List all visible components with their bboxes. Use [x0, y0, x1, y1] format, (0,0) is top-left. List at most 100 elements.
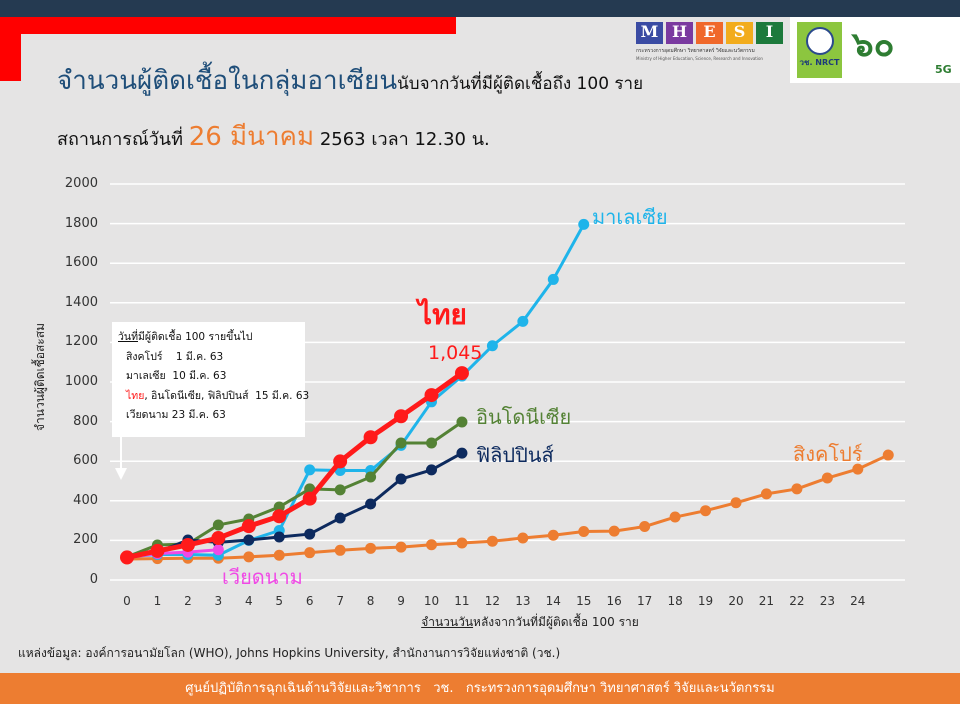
data-point [334, 544, 346, 556]
legend-thai-rest: , อินโดนีเซีย, ฟิลิปปินส์ 15 มี.ค. 63 [144, 389, 310, 402]
data-point [821, 472, 833, 484]
arrow-head-icon [115, 468, 127, 480]
label-indonesia: อินโดนีเซีย [476, 405, 572, 429]
red-accent-corner [0, 17, 21, 81]
data-point [791, 483, 803, 495]
source-note: แหล่งข้อมูล: องค์การอนามัยโลก (WHO), Joh… [18, 646, 561, 660]
legend-box: วันที่มีผู้ติดเชื้อ 100 รายขึ้นไป สิงคโป… [112, 322, 309, 437]
x-tick-label: 2 [184, 594, 192, 608]
title-main: จำนวนผู้ติดเชื้อในกลุ่มอาเซียน [57, 66, 398, 96]
data-point [241, 519, 256, 534]
top-bar [0, 0, 960, 17]
legend-row-vietnam: เวียดนาม 23 มี.ค. 63 [126, 409, 226, 421]
x-tick-label: 23 [819, 594, 835, 608]
x-tick-label: 20 [728, 594, 744, 608]
data-point [486, 535, 498, 547]
x-tick-label: 1 [153, 594, 162, 608]
label-malaysia: มาเลเซีย [592, 205, 668, 229]
series-line [126, 223, 586, 559]
data-point [365, 542, 377, 554]
x-tick-label: 24 [850, 594, 866, 608]
x-axis-title-underlined: จำนวนวัน [421, 615, 474, 629]
data-point [273, 549, 285, 561]
data-point [304, 547, 316, 559]
x-axis-title: จำนวนวันหลังจากวันที่มีผู้ติดเชื้อ 100 ร… [380, 615, 680, 630]
data-point [333, 454, 348, 469]
legend-row-malaysia: มาเลเซีย 10 มี.ค. 63 [126, 370, 227, 382]
status-line: สถานการณ์วันที่ 26 มีนาคม 2563 เวลา 12.3… [57, 122, 490, 153]
y-tick-label: 800 [73, 413, 98, 429]
y-tick-label: 2000 [64, 176, 98, 191]
data-point [639, 521, 651, 533]
x-tick-label: 14 [545, 594, 561, 608]
data-point [426, 464, 437, 476]
data-point [243, 551, 255, 563]
footer-bar: ศูนย์ปฏิบัติการฉุกเฉินด้านวิจัยและวิชากา… [0, 673, 960, 704]
data-point [302, 491, 317, 506]
x-tick-label: 5 [275, 594, 284, 608]
data-point [395, 473, 407, 485]
x-tick-label: 15 [576, 594, 592, 608]
page-title: จำนวนผู้ติดเชื้อในกลุ่มอาเซียนนับจากวันท… [57, 66, 643, 97]
data-point [730, 497, 742, 509]
data-point [547, 529, 559, 541]
data-point [426, 539, 437, 551]
x-tick-label: 13 [515, 594, 531, 608]
x-tick-label: 0 [123, 594, 131, 608]
logo-caption: กระทรวงการอุดมศึกษา วิทยาศาสตร์ วิจัยและ… [636, 48, 755, 54]
logo-caption-en: Ministry of Higher Education, Science, R… [636, 56, 763, 61]
red-accent-bar [0, 17, 456, 34]
data-point [273, 501, 285, 513]
data-point [882, 449, 894, 461]
y-tick-label: 400 [73, 492, 98, 508]
data-point [212, 519, 224, 531]
y-tick-label: 200 [73, 532, 98, 548]
data-point [212, 544, 224, 556]
5g-text: 5G [935, 63, 952, 76]
data-point [334, 512, 346, 524]
logo-letter: E [696, 22, 723, 44]
label-thailand: ไทย [418, 298, 467, 331]
x-axis-title-rest: หลังจากวันที่มีผู้ติดเชื้อ 100 ราย [473, 615, 639, 629]
status-prefix: สถานการณ์วันที่ [57, 129, 183, 150]
data-point [363, 430, 378, 445]
legend-thai: ไทย [126, 389, 145, 402]
data-point [211, 531, 226, 546]
y-axis-title: จำนวนผู้ติดเชื้อสะสม [33, 323, 47, 431]
y-tick-label: 600 [73, 453, 98, 469]
data-point [456, 537, 468, 549]
data-point [365, 471, 377, 483]
data-point [273, 531, 285, 543]
legend-row-thai: ไทย, อินโดนีเซีย, ฟิลิปปินส์ 15 มี.ค. 63 [118, 387, 309, 407]
y-tick-label: 1000 [64, 374, 98, 389]
data-point [669, 511, 681, 523]
data-point [334, 484, 346, 496]
x-tick-label: 19 [697, 594, 714, 608]
data-point [304, 528, 316, 540]
data-point [517, 532, 529, 544]
data-point [426, 437, 437, 449]
label-philippines: ฟิลิปปินส์ [476, 443, 554, 467]
x-tick-label: 8 [366, 594, 375, 608]
label-thai-value: 1,045 [428, 342, 483, 364]
logo-letter: I [756, 22, 783, 44]
legend-heading-rest: มีผู้ติดเชื้อ 100 รายขึ้นไป [138, 331, 253, 343]
data-point [517, 315, 529, 327]
y-tick-label: 1200 [64, 334, 98, 350]
x-tick-label: 3 [214, 594, 223, 608]
data-point [304, 464, 316, 476]
legend-heading-underlined: วันที่ [118, 331, 138, 343]
data-point [456, 416, 468, 428]
x-tick-label: 21 [758, 594, 775, 608]
data-point [120, 550, 134, 565]
y-tick-label: 1600 [64, 255, 98, 271]
legend-heading: วันที่มีผู้ติดเชื้อ 100 รายขึ้นไป [118, 328, 305, 348]
data-point [150, 543, 165, 558]
x-tick-label: 16 [606, 594, 622, 608]
data-point [578, 218, 590, 230]
data-point [424, 388, 439, 403]
x-tick-label: 12 [484, 594, 501, 608]
title-sub: นับจากวันที่มีผู้ติดเชื้อถึง 100 ราย [397, 74, 644, 94]
